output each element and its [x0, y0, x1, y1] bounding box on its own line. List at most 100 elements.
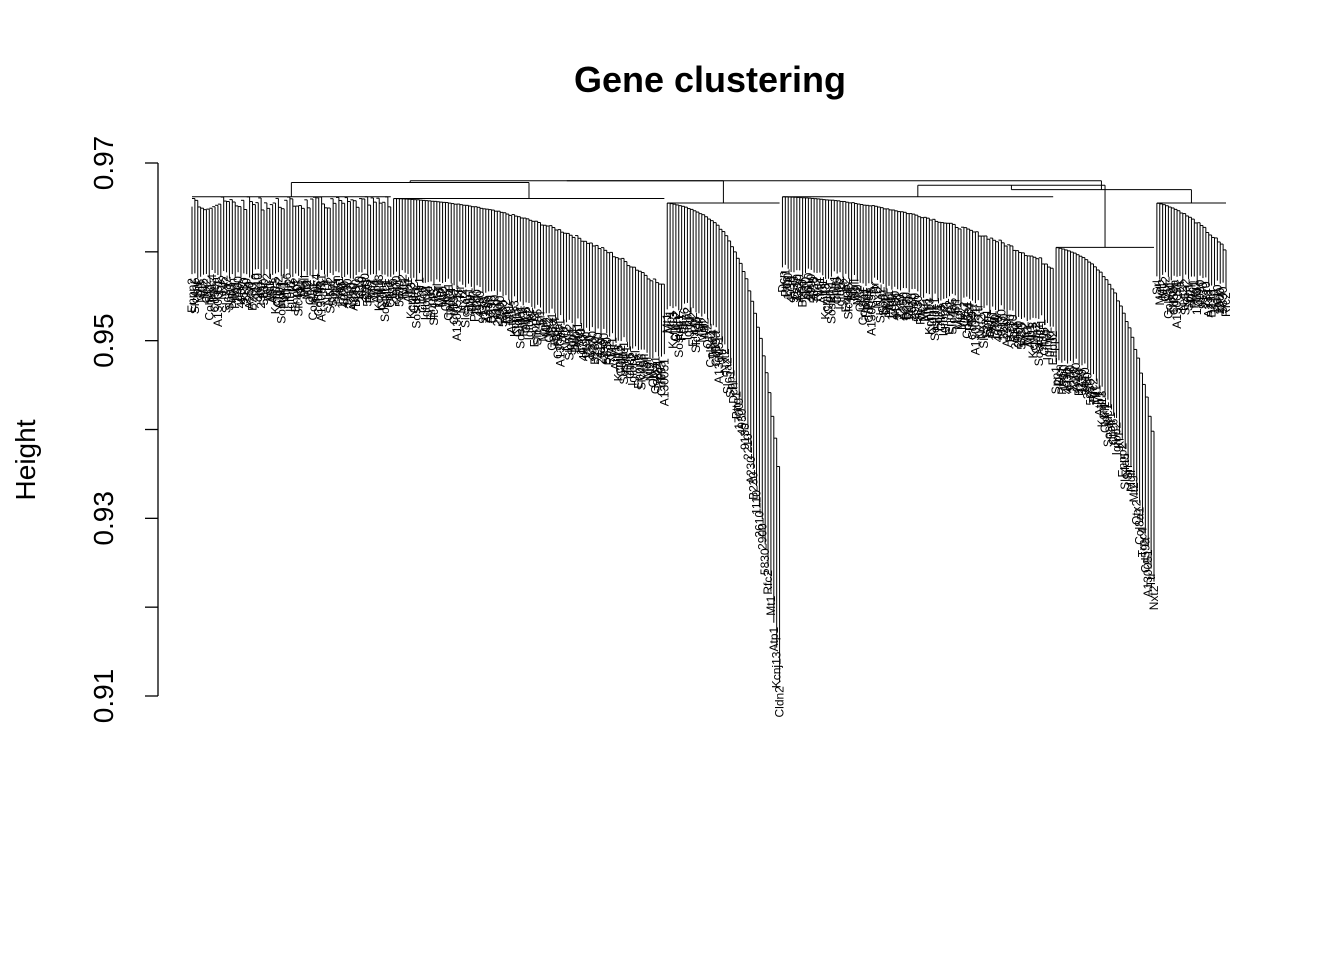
leaf-label: Trpc4: [859, 290, 873, 321]
leaf-label: A230: [744, 456, 758, 484]
leaf-label: Kl: [836, 282, 850, 293]
leaf-label: Sostdc1: [378, 278, 392, 322]
leaf-label: Mt2: [300, 279, 314, 299]
leaf-label: Mt1: [398, 276, 412, 296]
leaf-label: Clic6: [1107, 418, 1121, 445]
leaf-label: Rfc2: [1219, 292, 1233, 317]
leaf-label: Slc4a5: [842, 282, 856, 319]
leaf-label: Enpp2: [686, 312, 700, 347]
leaf-label: Mgll: [194, 281, 208, 303]
leaf-label: A130051: [450, 293, 464, 341]
leaf-label: Igfbp2: [283, 278, 297, 312]
leaf-label: 2610: [1210, 284, 1224, 311]
leaf-label: Mt2: [954, 310, 968, 330]
y-tick-label: 0.93: [88, 491, 119, 546]
leaf-label: Mgll: [297, 275, 311, 297]
leaf-label: Atp1: [1092, 391, 1106, 416]
leaf-label: 5830: [392, 280, 406, 307]
leaf-label: Sostdc1: [410, 285, 424, 329]
leaf-label: Mgll: [847, 279, 861, 301]
leaf-label: 4930: [784, 276, 798, 303]
leaf-label: Atp1: [505, 309, 519, 334]
leaf-label: Trpc4: [652, 360, 666, 391]
leaf-label: Kcnj13: [1026, 322, 1040, 359]
leaf-label: Mgll: [1153, 283, 1167, 305]
leaf-label: Ttr: [214, 280, 228, 295]
leaf-label: Slc5a2: [873, 286, 887, 323]
leaf-label: Kl: [421, 286, 435, 297]
leaf-label: Col8a1: [306, 282, 320, 320]
leaf-label: Folr1: [277, 281, 291, 309]
leaf-label: Spp1: [565, 327, 579, 355]
leaf-label: Mt1: [660, 313, 674, 333]
leaf-label: 2210: [894, 294, 908, 321]
chart-title: Gene clustering: [574, 59, 846, 100]
leaf-label: Pttg1: [1187, 280, 1201, 308]
leaf-label: 5830: [257, 278, 271, 305]
leaf-label: Atp1: [663, 310, 677, 335]
leaf-label: 1110: [248, 273, 262, 298]
leaf-label: 2900: [254, 282, 268, 309]
leaf-label: Trpc4: [1164, 284, 1178, 315]
leaf-label: 1700: [1190, 288, 1204, 315]
leaf-label: Trpc4: [205, 274, 219, 305]
leaf-label: Mgll: [433, 286, 447, 308]
leaf-label: Sostdc1: [617, 341, 631, 385]
leaf-label: Ttr: [557, 326, 571, 341]
leaf-label: 1700: [989, 314, 1003, 341]
leaf-label: 5830: [361, 280, 375, 307]
leaf-label: Rfc2: [914, 300, 928, 325]
leaf-label: Nxt2: [718, 348, 732, 373]
leaf-label: A230: [585, 331, 599, 359]
leaf-label: 5830: [911, 295, 925, 322]
leaf-label: 1110: [1006, 314, 1020, 339]
leaf-label: A230: [1000, 319, 1014, 347]
leaf-label: Col8a1: [441, 282, 455, 320]
leaf-label: Folr1: [675, 313, 689, 341]
leaf-label: Otx2: [701, 323, 715, 349]
leaf-label: Slc5a2: [459, 291, 473, 328]
leaf-label: Enpp2: [1115, 443, 1129, 478]
leaf-label: Pttg1: [332, 276, 346, 304]
leaf-label: B230: [796, 279, 810, 307]
leaf-label: Slc4a5: [188, 277, 202, 314]
leaf-label: Rfc2: [499, 299, 513, 324]
leaf-label: Enpp2: [185, 278, 199, 313]
leaf-label: Nxt2: [559, 326, 573, 351]
leaf-label: Spp1: [462, 287, 476, 315]
leaf-label: 1700: [574, 328, 588, 355]
leaf-label: 2610: [752, 511, 766, 538]
leaf-label: Atp1: [369, 278, 383, 303]
leaf-label: Folr1: [931, 303, 945, 331]
leaf-label: Kl: [683, 317, 697, 328]
leaf-label: 5830: [1015, 323, 1029, 350]
leaf-label: Slc4a5: [945, 297, 959, 334]
leaf-label: Mt1: [917, 301, 931, 321]
leaf-label: Cldn2: [271, 276, 285, 308]
leaf-label: 2210: [582, 335, 596, 362]
leaf-label: Cd59a: [1138, 537, 1152, 573]
leaf-label: A130051: [1141, 549, 1155, 597]
leaf-label: Rfc2: [810, 277, 824, 302]
leaf-label: Rfc2: [395, 274, 409, 299]
leaf-label: Cldn2: [407, 281, 421, 313]
leaf-label: Mgll: [1124, 470, 1138, 492]
leaf-label: A130051: [968, 307, 982, 355]
leaf-label: Rfc2: [364, 278, 378, 303]
leaf-label: Mt2: [1156, 279, 1170, 299]
leaf-label: Trpc4: [706, 329, 720, 360]
leaf-label: Otx2: [957, 301, 971, 327]
leaf-label: 9130: [476, 296, 490, 323]
leaf-label: Slc5a2: [977, 312, 991, 349]
leaf-label: 5830: [1084, 378, 1098, 405]
leaf-label: Dcn: [983, 316, 997, 337]
leaf-label: 2900: [908, 293, 922, 320]
leaf-label: Kcnj13: [770, 651, 784, 688]
leaf-label: B230: [1072, 368, 1086, 396]
leaf-label: 2610: [905, 293, 919, 320]
leaf-label: 2210: [343, 282, 357, 309]
leaf-label: 2900: [1213, 287, 1227, 314]
leaf-label: 2900: [1012, 321, 1026, 348]
leaf-label: Spp1: [1049, 366, 1063, 394]
leaf-label: 2610: [1078, 367, 1092, 394]
